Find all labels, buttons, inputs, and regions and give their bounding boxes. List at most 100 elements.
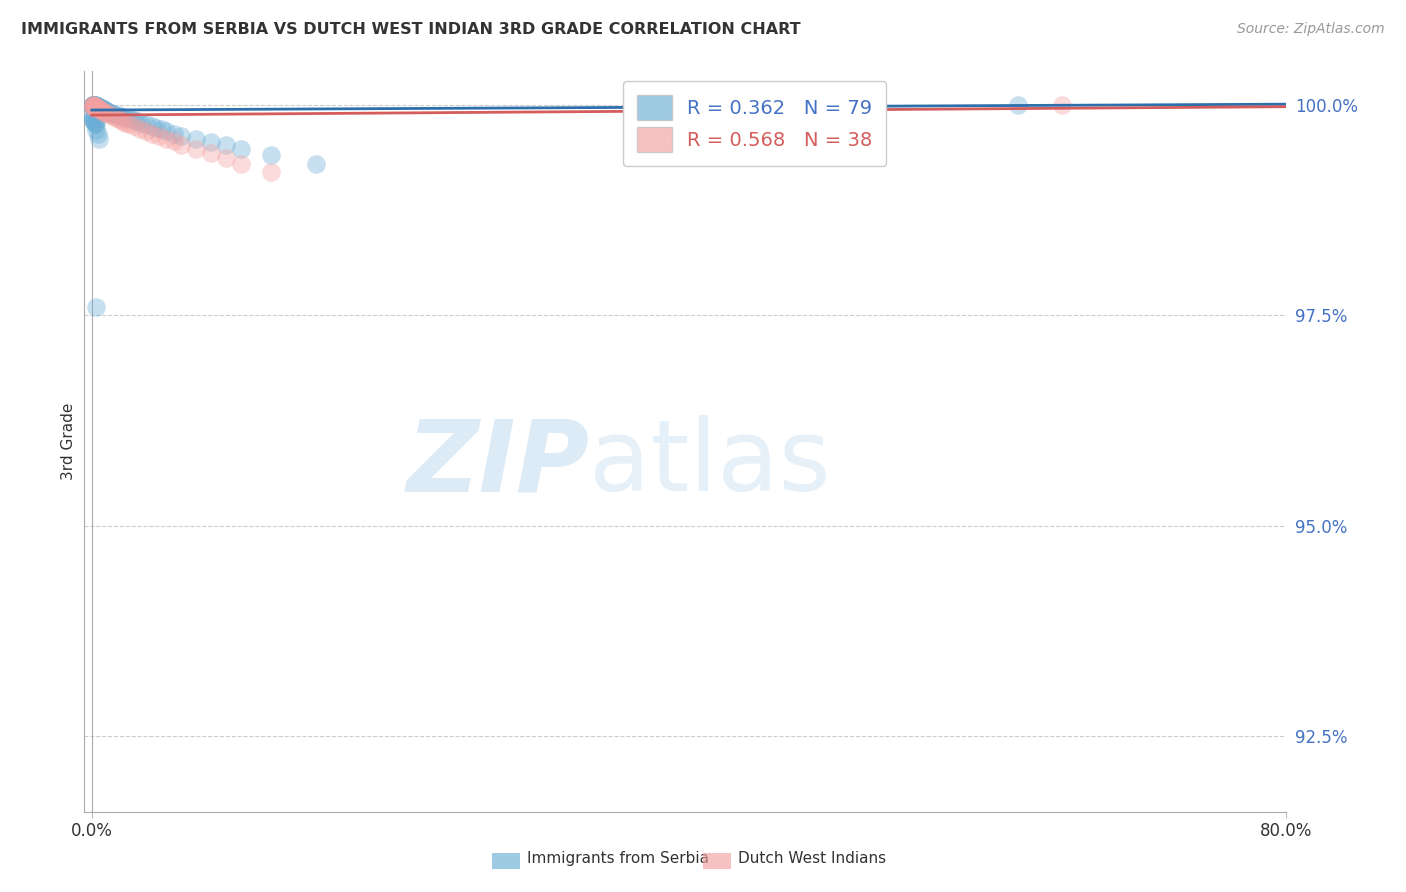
Point <box>82 98 104 112</box>
Text: Source: ZipAtlas.com: Source: ZipAtlas.com <box>1237 22 1385 37</box>
Point <box>82 113 104 128</box>
Text: Dutch West Indians: Dutch West Indians <box>738 851 886 865</box>
Point <box>89 102 111 116</box>
Point <box>83 116 105 130</box>
Point <box>163 127 186 141</box>
Point <box>96 106 118 120</box>
Point <box>83 99 105 113</box>
Point <box>89 102 111 116</box>
Point <box>155 124 177 138</box>
Point <box>83 98 105 112</box>
Text: ZIP: ZIP <box>406 416 589 512</box>
Point <box>82 98 104 112</box>
Point <box>84 100 107 114</box>
Point <box>107 112 129 127</box>
Point <box>135 124 157 138</box>
Point <box>118 112 141 126</box>
Point <box>155 131 177 145</box>
Point <box>170 137 193 152</box>
Point <box>83 100 105 114</box>
Point <box>84 102 107 116</box>
Point <box>112 110 135 124</box>
Point <box>89 100 111 114</box>
Point <box>1052 98 1074 112</box>
Point <box>83 99 105 113</box>
Point <box>105 108 128 122</box>
Point <box>141 127 163 141</box>
Point <box>87 102 110 116</box>
Point <box>170 129 193 144</box>
Point <box>82 111 104 125</box>
Point <box>93 104 115 119</box>
Point <box>114 116 136 130</box>
Point <box>145 120 167 135</box>
Point <box>87 99 110 113</box>
Point <box>90 103 112 117</box>
Point <box>84 300 107 314</box>
Text: atlas: atlas <box>589 416 831 512</box>
Point <box>122 113 145 128</box>
Point <box>115 111 138 125</box>
Point <box>84 101 107 115</box>
Point <box>103 107 125 121</box>
Point <box>305 157 328 171</box>
Point <box>91 103 114 118</box>
Point <box>118 117 141 131</box>
Point <box>84 102 107 116</box>
Point <box>231 157 253 171</box>
Point <box>83 100 105 114</box>
Text: Immigrants from Serbia: Immigrants from Serbia <box>527 851 709 865</box>
Point <box>82 100 104 114</box>
Point <box>215 151 238 165</box>
Point <box>125 114 148 128</box>
Point <box>82 114 104 128</box>
Point <box>200 145 222 160</box>
Y-axis label: 3rd Grade: 3rd Grade <box>60 403 76 480</box>
Legend: R = 0.362   N = 79, R = 0.568   N = 38: R = 0.362 N = 79, R = 0.568 N = 38 <box>623 81 886 166</box>
Point <box>135 117 157 131</box>
Point <box>111 114 134 128</box>
Point <box>91 102 114 116</box>
Point <box>82 99 104 113</box>
Point <box>94 105 117 120</box>
Point <box>83 98 105 112</box>
Point <box>82 99 104 113</box>
Point <box>108 109 131 123</box>
Point <box>82 98 104 112</box>
Point <box>83 101 105 115</box>
Point <box>82 99 104 113</box>
Point <box>82 98 104 112</box>
Point <box>186 142 208 156</box>
Point <box>122 119 145 133</box>
Point <box>128 121 150 136</box>
Point <box>141 119 163 133</box>
Point <box>94 103 117 117</box>
Point <box>150 122 173 136</box>
Point <box>82 112 104 127</box>
Point <box>100 106 122 120</box>
Point <box>104 111 127 125</box>
Point <box>231 142 253 156</box>
Point <box>83 115 105 129</box>
Point <box>260 165 283 179</box>
Point <box>90 101 112 115</box>
Point <box>101 109 124 123</box>
Point <box>1007 98 1029 112</box>
Point <box>83 116 105 130</box>
Point <box>84 98 107 112</box>
Point <box>84 123 107 137</box>
Point <box>87 100 110 114</box>
Point <box>84 99 107 113</box>
Point <box>83 99 105 113</box>
Point <box>84 99 107 113</box>
Point <box>89 131 111 145</box>
Point <box>96 103 118 118</box>
Point <box>163 134 186 148</box>
Point <box>82 112 104 126</box>
Point <box>98 105 121 120</box>
Point <box>98 108 121 122</box>
Point <box>83 98 105 112</box>
Point <box>84 100 107 114</box>
Point <box>200 135 222 149</box>
Point <box>87 101 110 115</box>
